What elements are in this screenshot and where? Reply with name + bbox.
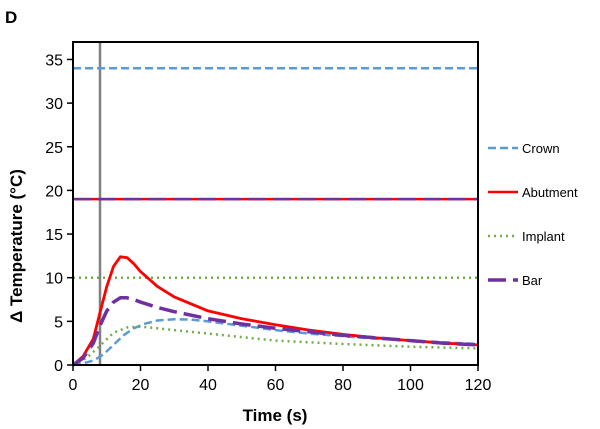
x-tick-label: 40 — [199, 377, 217, 394]
y-tick-label: 5 — [54, 314, 63, 331]
plot-frame — [72, 41, 479, 366]
x-tick-label: 60 — [267, 377, 285, 394]
y-tick-label: 20 — [45, 183, 63, 200]
y-tick-label: 15 — [45, 227, 63, 244]
legend-label-abutment: Abutment — [522, 185, 578, 200]
legend-label-bar: Bar — [522, 273, 543, 288]
legend: Crown Abutment Implant Bar — [488, 141, 578, 288]
x-axis-title: Time (s) — [243, 406, 308, 425]
y-axis-title: Δ Temperature (°C) — [7, 169, 26, 323]
y-tick-label: 35 — [45, 52, 63, 69]
axis-ticks: 0 20 40 60 80 100 120 0 5 10 15 20 25 30 35 — [45, 52, 491, 394]
x-tick-label: 80 — [334, 377, 352, 394]
x-tick-label: 100 — [397, 377, 424, 394]
legend-label-crown: Crown — [522, 141, 560, 156]
y-tick-label: 0 — [54, 358, 63, 375]
y-tick-label: 10 — [45, 271, 63, 288]
x-tick-label: 20 — [132, 377, 150, 394]
series-line-abutment — [72, 255, 479, 367]
plot-lines — [72, 42, 479, 367]
panel-label: D — [5, 8, 17, 27]
legend-label-implant: Implant — [522, 229, 565, 244]
y-tick-label: 25 — [45, 140, 63, 157]
series-line-implant — [72, 325, 479, 367]
series-line-bar — [72, 296, 479, 367]
y-tick-label: 30 — [45, 96, 63, 113]
x-tick-label: 0 — [69, 377, 78, 394]
x-tick-label: 120 — [465, 377, 492, 394]
